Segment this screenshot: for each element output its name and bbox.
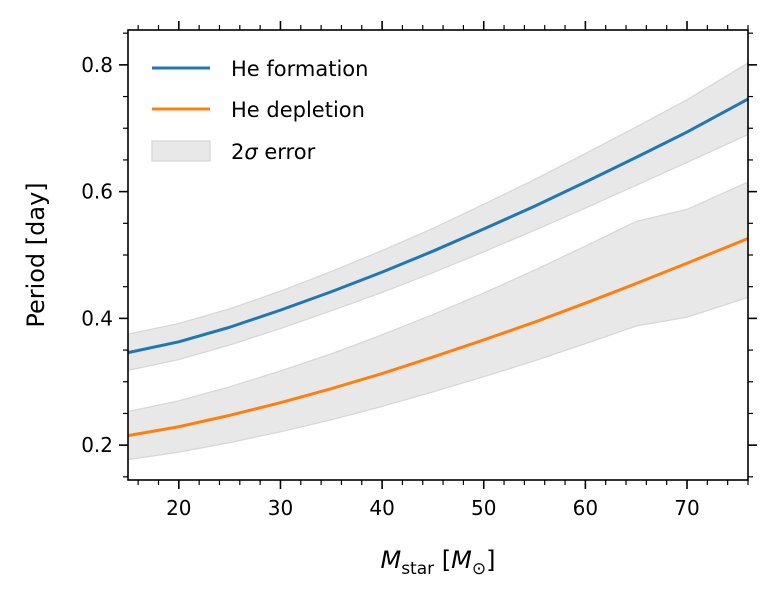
x-tick-label: 50: [471, 496, 496, 520]
x-label-bracket-open: [: [442, 546, 451, 574]
legend-label-error-band: 2σ error: [231, 140, 316, 164]
axis-ticks: [119, 21, 757, 489]
x-tick-label: 20: [166, 496, 191, 520]
y-tick-label: 0.4: [81, 306, 113, 330]
series-line-he-depletion: [127, 237, 749, 438]
x-label-symbol: M: [380, 546, 401, 574]
y-tick-label: 0.2: [81, 433, 113, 457]
legend: He formation He depletion 2σ error: [151, 57, 368, 164]
x-label-unit-open: [434, 546, 442, 574]
series-line-he-formation: [127, 97, 749, 355]
x-label-unit-symbol: M: [451, 546, 472, 574]
x-tick-label: 60: [573, 496, 598, 520]
legend-label-he-depletion: He depletion: [231, 98, 365, 122]
y-axis-label: Period [day]: [22, 182, 50, 327]
legend-label-he-formation: He formation: [231, 57, 368, 81]
x-label-unit-subscript: ⊙: [472, 559, 486, 579]
y-tick-label: 0.6: [81, 180, 113, 204]
x-tick-label: 30: [268, 496, 293, 520]
x-tick-label: 70: [674, 496, 699, 520]
tick-labels: 20 30 40 50 60 70 0.2 0.4 0.6 0.8: [81, 53, 700, 520]
y-tick-label: 0.8: [81, 53, 113, 77]
legend-sigma-symbol: σ: [244, 140, 258, 164]
x-label-subscript: star: [401, 559, 434, 579]
series-lines: [127, 97, 749, 438]
x-label-bracket-close: ]: [486, 546, 495, 574]
legend-sigma-suffix: error: [258, 140, 316, 164]
x-axis-label: Mstar [M⊙]: [380, 546, 495, 579]
legend-sigma-prefix: 2: [231, 140, 244, 164]
x-tick-label: 40: [369, 496, 394, 520]
legend-swatch-error-band: [151, 140, 211, 162]
error-bands: [127, 61, 749, 461]
